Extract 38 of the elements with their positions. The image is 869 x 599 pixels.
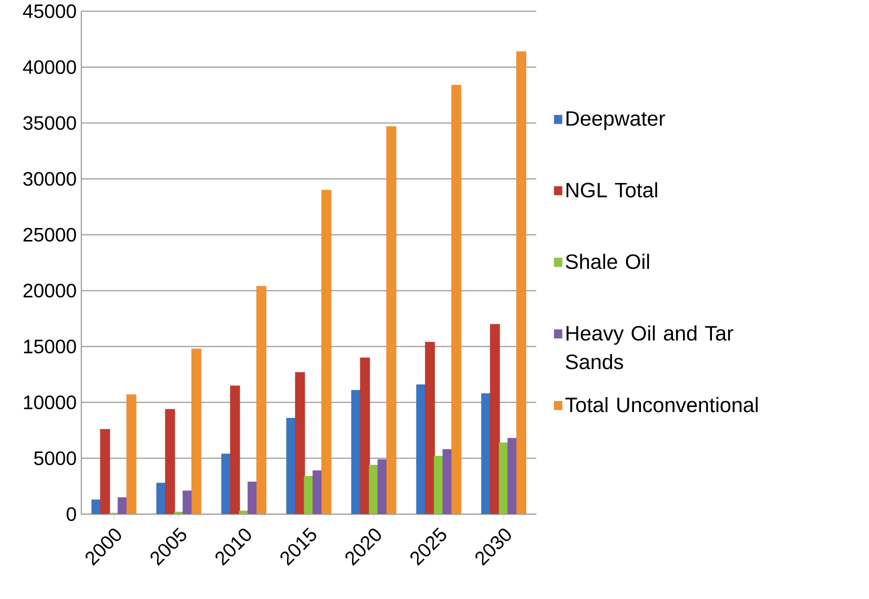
- bar: [156, 482, 166, 514]
- bar: [256, 286, 266, 514]
- bar: [434, 456, 444, 514]
- y-tick-label: 30000: [23, 172, 76, 186]
- y-tick-label: 10000: [24, 395, 76, 410]
- bar: [191, 348, 202, 514]
- legend-label: Deepwater: [566, 111, 666, 130]
- bar: [416, 384, 426, 514]
- bar: [100, 429, 110, 514]
- bar: [221, 454, 232, 514]
- bar: [498, 442, 509, 514]
- bar: [490, 324, 500, 514]
- bar: [295, 372, 305, 514]
- y-tick-label: 0: [66, 507, 76, 521]
- bar: [230, 385, 240, 514]
- y-tick-label: 25000: [24, 228, 76, 242]
- y-tick-label: 5000: [34, 451, 76, 466]
- bar: [126, 394, 136, 514]
- bar: [165, 408, 175, 514]
- bar: [238, 510, 249, 514]
- bar: [286, 418, 296, 514]
- y-tick-label: 20000: [24, 284, 76, 298]
- bar: [304, 476, 314, 514]
- bar: [425, 342, 435, 514]
- legend-label: Heavy Oil and Tar Sands: [566, 325, 734, 370]
- bar: [386, 126, 396, 514]
- y-tick-label: 40000: [23, 60, 76, 74]
- bar: [451, 84, 462, 514]
- y-tick-label: 15000: [24, 340, 76, 354]
- legend-label: Shale Oil: [566, 254, 649, 269]
- legend-label: Total Unconventional: [565, 396, 758, 412]
- bar: [174, 512, 184, 514]
- bar: [360, 358, 370, 514]
- bar: [516, 51, 526, 514]
- legend-label: NGL Total: [566, 182, 658, 198]
- bar: [321, 190, 332, 514]
- y-tick-label: 45000: [23, 4, 76, 18]
- y-tick-label: 35000: [23, 116, 76, 130]
